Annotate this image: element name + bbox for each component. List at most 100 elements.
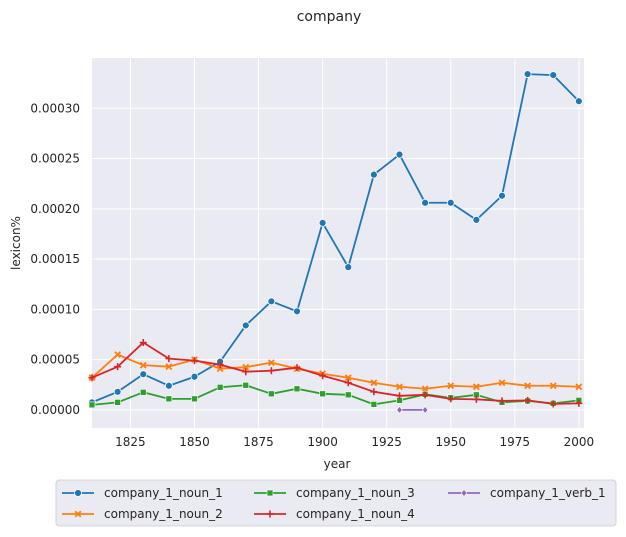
y-tick-label: 0.00000 bbox=[30, 403, 80, 417]
data-point bbox=[523, 70, 532, 78]
data-point bbox=[421, 405, 429, 414]
legend-item: company_1_noun_1 bbox=[62, 486, 223, 500]
data-point bbox=[267, 297, 276, 306]
data-point bbox=[574, 97, 583, 106]
data-point bbox=[370, 401, 378, 408]
y-tick-label: 0.00020 bbox=[30, 202, 80, 216]
data-point bbox=[242, 363, 250, 371]
data-point bbox=[318, 218, 327, 227]
data-point bbox=[190, 372, 199, 381]
data-point bbox=[165, 363, 173, 371]
data-point bbox=[498, 397, 506, 405]
data-point bbox=[370, 388, 378, 396]
y-axis-ticks: 0.00000 0.00005 0.00010 0.00015 0.00020 0.000… bbox=[30, 101, 80, 417]
x-tick-label: 2000 bbox=[564, 435, 595, 449]
data-point bbox=[472, 395, 480, 403]
data-point bbox=[396, 392, 403, 400]
series-layer bbox=[88, 70, 583, 414]
data-point bbox=[472, 215, 481, 224]
data-point bbox=[114, 351, 122, 359]
data-point bbox=[139, 339, 147, 347]
grid-lines bbox=[92, 58, 584, 428]
legend-frame bbox=[55, 479, 617, 527]
legend-item: company_1_noun_2 bbox=[62, 507, 223, 521]
data-point bbox=[88, 374, 96, 382]
data-point bbox=[319, 372, 327, 380]
data-point bbox=[446, 198, 455, 207]
legend-marker bbox=[74, 510, 82, 518]
legend-marker bbox=[266, 510, 274, 518]
y-tick-label: 0.00005 bbox=[30, 353, 80, 367]
data-point bbox=[88, 401, 96, 409]
series-company_1_noun_1 bbox=[88, 70, 583, 407]
x-tick-label: 1850 bbox=[179, 435, 210, 449]
data-point bbox=[242, 381, 250, 389]
data-point bbox=[113, 387, 122, 396]
series-company_1_noun_2 bbox=[88, 351, 583, 393]
data-point bbox=[191, 357, 198, 365]
data-point bbox=[524, 396, 532, 404]
data-point bbox=[139, 389, 147, 396]
data-point bbox=[293, 307, 301, 316]
plot-area bbox=[92, 58, 584, 428]
data-point bbox=[344, 263, 353, 272]
legend: company_1_noun_1 company_1_noun_2 company_… bbox=[55, 479, 617, 527]
x-tick-label: 1900 bbox=[307, 435, 338, 449]
data-point bbox=[549, 71, 558, 79]
data-point bbox=[524, 382, 532, 390]
data-point bbox=[344, 391, 352, 399]
data-point bbox=[472, 383, 480, 391]
data-point bbox=[575, 383, 583, 391]
legend-label: company_1_noun_3 bbox=[296, 486, 415, 500]
series-line bbox=[91, 353, 579, 390]
y-tick-label: 0.00010 bbox=[30, 302, 80, 316]
data-point bbox=[421, 391, 429, 399]
y-tick-label: 0.00025 bbox=[30, 152, 80, 166]
data-point bbox=[498, 191, 506, 200]
data-point bbox=[165, 355, 173, 363]
chart-title: company bbox=[297, 9, 362, 25]
x-tick-label: 1975 bbox=[500, 435, 531, 449]
x-tick-label: 1925 bbox=[371, 435, 402, 449]
data-point bbox=[293, 364, 301, 372]
data-point bbox=[344, 374, 352, 382]
data-point bbox=[216, 361, 224, 369]
x-axis-label: year bbox=[324, 457, 351, 471]
data-point bbox=[114, 399, 121, 406]
x-tick-label: 1950 bbox=[435, 435, 466, 449]
data-point bbox=[191, 395, 198, 403]
data-point bbox=[370, 379, 378, 387]
series-company_1_verb_1 bbox=[396, 405, 429, 414]
series-company_1_noun_4 bbox=[88, 339, 583, 408]
data-point bbox=[575, 399, 583, 407]
legend-label: company_1_noun_4 bbox=[296, 507, 415, 521]
data-point bbox=[369, 170, 378, 179]
data-point bbox=[216, 384, 224, 391]
data-point bbox=[242, 368, 250, 376]
legend-marker bbox=[74, 489, 82, 497]
data-point bbox=[293, 385, 301, 393]
legend-label: company_1_noun_2 bbox=[104, 507, 223, 521]
data-point bbox=[139, 370, 148, 379]
data-point bbox=[421, 385, 429, 393]
data-point bbox=[165, 395, 173, 403]
data-point bbox=[268, 390, 275, 398]
data-point bbox=[395, 150, 404, 159]
data-point bbox=[447, 382, 455, 390]
data-point bbox=[549, 382, 557, 390]
legend-item: company_1_noun_4 bbox=[254, 507, 415, 521]
legend-marker bbox=[460, 489, 468, 497]
data-point bbox=[241, 321, 250, 330]
legend-marker bbox=[266, 489, 274, 497]
data-point bbox=[139, 361, 147, 369]
legend-item: company_1_noun_3 bbox=[254, 486, 415, 500]
x-tick-label: 1875 bbox=[243, 435, 274, 449]
series-line bbox=[91, 73, 580, 404]
data-point bbox=[549, 400, 557, 408]
data-point bbox=[396, 383, 403, 391]
series-line bbox=[91, 341, 579, 405]
y-tick-label: 0.00015 bbox=[30, 252, 80, 266]
data-point bbox=[267, 367, 275, 375]
data-point bbox=[447, 395, 455, 403]
